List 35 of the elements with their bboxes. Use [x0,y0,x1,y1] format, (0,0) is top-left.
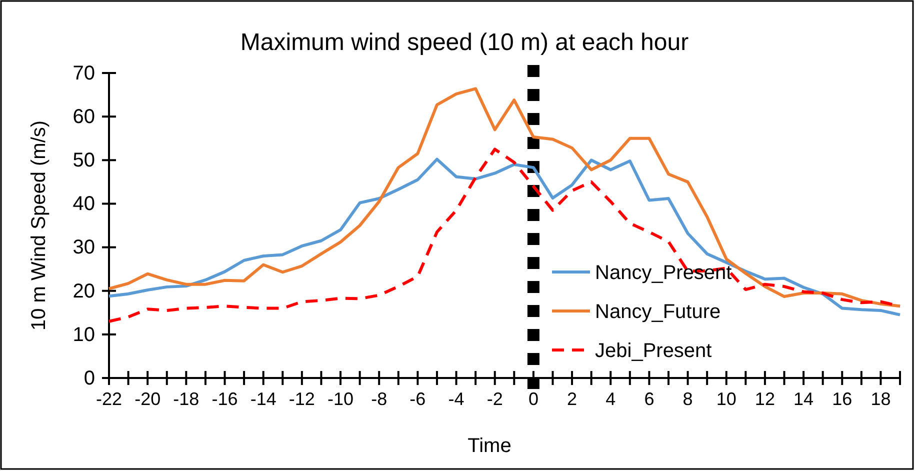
y-tick-label: 30 [72,236,95,259]
chart-title: Maximum wind speed (10 m) at each hour [240,29,689,56]
x-tick-label: -18 [173,388,200,409]
x-tick-label: -12 [288,388,315,409]
x-tick-label: -4 [448,388,464,409]
x-tick-label: 4 [606,388,616,409]
x-tick-label: 14 [794,388,814,409]
legend-label: Nancy_Future [595,301,721,323]
x-tick-label: -2 [486,388,503,409]
y-tick-label: 20 [72,280,95,302]
x-tick-label: 12 [754,388,775,409]
x-tick-label: -16 [212,388,238,409]
y-tick-label: 0 [84,367,95,390]
y-tick-label: 50 [72,150,95,172]
x-tick-label: 8 [682,388,693,409]
x-tick-label: -22 [96,388,122,409]
x-tick-label: -8 [371,388,388,409]
y-tick-label: 60 [72,106,95,128]
x-tick-label: 2 [567,388,578,409]
y-tick-label: 70 [72,62,95,84]
x-tick-label: -14 [250,388,276,409]
y-tick-label: 10 [72,324,95,346]
legend-label: Nancy_Present [595,262,732,284]
x-tick-label: 16 [832,388,852,409]
x-tick-label: 6 [644,388,654,409]
x-tick-label: 0 [528,388,538,409]
y-tick-label: 40 [72,193,95,216]
x-axis-title: Time [468,435,512,457]
x-tick-label: 18 [870,388,891,409]
x-tick-label: -20 [134,388,161,409]
x-tick-label: -6 [410,388,426,409]
y-axis-title: 10 m Wind Speed (m/s) [28,120,50,331]
x-tick-label: -10 [328,388,354,409]
legend-label: Jebi_Present [595,340,712,362]
x-tick-label: 10 [716,388,736,409]
